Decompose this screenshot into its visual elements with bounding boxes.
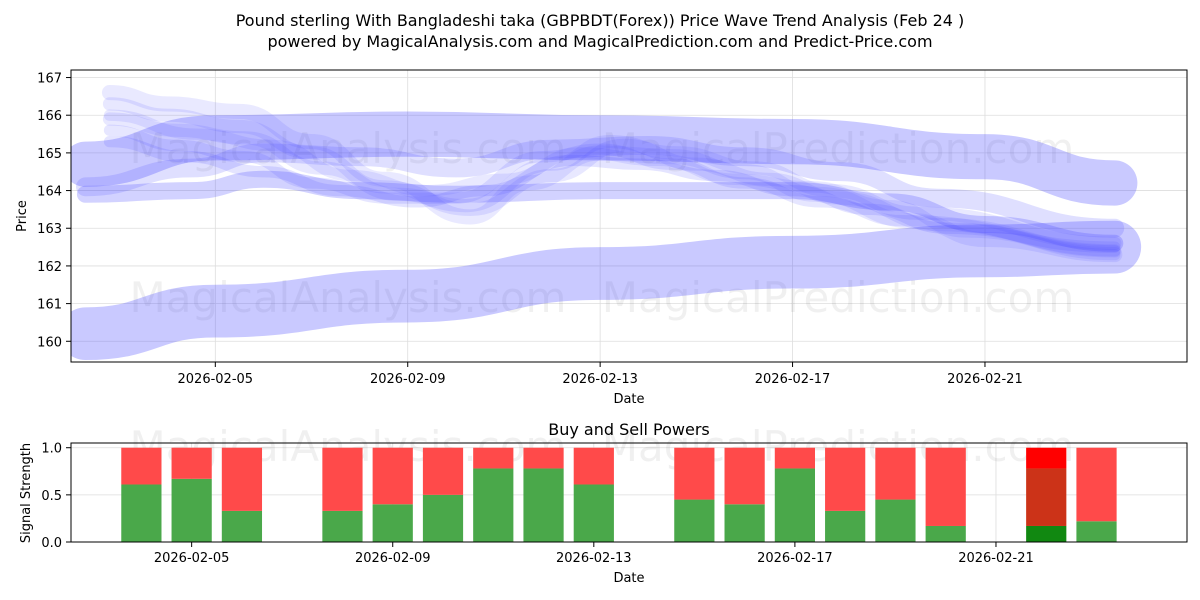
bar-buy-day-12 <box>523 468 564 542</box>
price-x-tick-label-0: 2026-02-05 <box>178 372 254 387</box>
bar-sell-day-12 <box>523 447 564 469</box>
price-waves <box>71 85 1142 361</box>
bar-buy-day-17 <box>774 468 815 542</box>
chart-title-line2: powered by MagicalAnalysis.com and Magic… <box>267 32 932 51</box>
wave-mid-wave-b <box>76 136 1125 238</box>
price-y-tick-label-1: 161 <box>37 298 62 313</box>
price-y-tick-label-4: 164 <box>37 185 62 200</box>
bar-buy-day-19 <box>875 499 916 542</box>
signal-chart: Buy and Sell Powers MagicalAnalysis.com … <box>19 420 1188 586</box>
bar-sell-day-9 <box>372 447 413 505</box>
watermark-top-4: MagicalPrediction.com <box>602 273 1075 322</box>
bar-buy-day-16 <box>724 504 765 542</box>
signal-y-tick-label-0: 0.0 <box>41 536 62 551</box>
signal-x-axis-label: Date <box>613 571 644 586</box>
bar-sell-day-4 <box>121 447 162 485</box>
wave-long-upper-wave <box>71 111 1138 206</box>
price-y-tick-label-6: 166 <box>37 109 62 124</box>
bar-buy-day-11 <box>473 468 514 542</box>
bar-today-sell-day-22 <box>1026 447 1067 469</box>
price-y-ticks: 160 161 162 163 164 165 166 167 <box>37 72 71 350</box>
bar-buy-day-23 <box>1076 521 1117 542</box>
signal-y-axis-label: Signal Strength <box>19 443 34 543</box>
bar-sell-day-23 <box>1076 447 1117 522</box>
bar-sell-day-6 <box>221 447 263 511</box>
price-y-tick-label-2: 162 <box>37 260 62 275</box>
price-x-tick-label-2: 2026-02-13 <box>562 372 638 387</box>
price-y-tick-label-7: 167 <box>37 72 62 87</box>
wave-head-wave-1 <box>101 85 1123 263</box>
signal-y-tick-label-1: 0.5 <box>41 489 62 504</box>
price-y-tick-label-3: 163 <box>37 222 62 237</box>
price-x-axis-label: Date <box>613 392 644 407</box>
watermark-top-1: MagicalAnalysis.com <box>130 124 567 173</box>
bar-buy-day-9 <box>372 504 413 542</box>
bar-sell-day-15 <box>674 447 715 500</box>
price-x-tick-label-1: 2026-02-09 <box>370 372 446 387</box>
bar-today-mixed-day-22 <box>1026 468 1067 526</box>
signal-x-ticks: 2026-02-05 2026-02-09 2026-02-13 2026-02-17… <box>154 542 1034 566</box>
wave-head-wave-6 <box>103 109 1121 261</box>
bar-sell-day-19 <box>875 447 916 500</box>
watermark-top-3: MagicalAnalysis.com <box>130 273 567 322</box>
bar-buy-day-10 <box>422 494 464 542</box>
price-plot-frame <box>70 69 1188 363</box>
signal-chart-title: Buy and Sell Powers <box>548 420 710 439</box>
bar-today-buy-day-22 <box>1026 525 1067 542</box>
bar-buy-day-6 <box>221 510 263 542</box>
bar-sell-day-10 <box>422 447 464 495</box>
bar-buy-day-18 <box>825 510 866 542</box>
bar-buy-day-15 <box>674 499 715 542</box>
bar-sell-day-20 <box>925 447 966 526</box>
bar-buy-day-13 <box>573 484 614 542</box>
signal-x-tick-label-2: 2026-02-13 <box>556 551 632 566</box>
wave-head-wave-3 <box>102 112 1122 250</box>
price-x-ticks: 2026-02-05 2026-02-09 2026-02-13 2026-02-17… <box>178 362 1023 387</box>
price-chart: MagicalAnalysis.com MagicalPrediction.co… <box>15 69 1188 407</box>
bar-sell-day-17 <box>774 447 815 469</box>
price-x-tick-label-4: 2026-02-21 <box>947 372 1023 387</box>
bar-sell-day-13 <box>573 447 614 485</box>
watermark-top-2: MagicalPrediction.com <box>602 124 1075 173</box>
bar-buy-day-4 <box>121 484 162 542</box>
price-y-tick-label-5: 165 <box>37 147 62 162</box>
signal-y-tick-label-2: 1.0 <box>41 442 62 457</box>
wave-head-wave-2 <box>102 97 1122 258</box>
wave-head-wave-4 <box>103 124 1121 253</box>
wave-head-wave-5 <box>103 135 1121 257</box>
bar-sell-day-5 <box>171 447 212 479</box>
chart-title-line1: Pound sterling With Bangladeshi taka (GB… <box>236 11 965 30</box>
wave-mid-wave-a <box>76 170 1124 252</box>
signal-y-ticks: 0.0 0.5 1.0 <box>41 442 71 551</box>
bar-sell-day-16 <box>724 447 765 505</box>
signal-x-tick-label-4: 2026-02-21 <box>958 551 1034 566</box>
bar-buy-day-20 <box>925 525 966 542</box>
price-x-tick-label-3: 2026-02-17 <box>755 372 831 387</box>
price-y-axis-label: Price <box>15 200 30 232</box>
bar-sell-day-11 <box>473 447 514 469</box>
bar-buy-day-8 <box>322 510 363 542</box>
signal-x-tick-label-3: 2026-02-17 <box>757 551 833 566</box>
signal-x-tick-label-1: 2026-02-09 <box>355 551 431 566</box>
watermark-group-top: MagicalAnalysis.com MagicalPrediction.co… <box>130 124 1075 322</box>
price-gridlines <box>71 70 1187 362</box>
price-y-tick-label-0: 160 <box>37 335 62 350</box>
signal-x-tick-label-0: 2026-02-05 <box>154 551 230 566</box>
bar-sell-day-18 <box>825 447 866 511</box>
wave-long-lower-wave <box>71 220 1142 361</box>
signal-plot-frame <box>70 442 1188 543</box>
bar-buy-day-5 <box>171 478 212 542</box>
bar-sell-day-8 <box>322 447 363 511</box>
signal-bars <box>121 447 1117 542</box>
